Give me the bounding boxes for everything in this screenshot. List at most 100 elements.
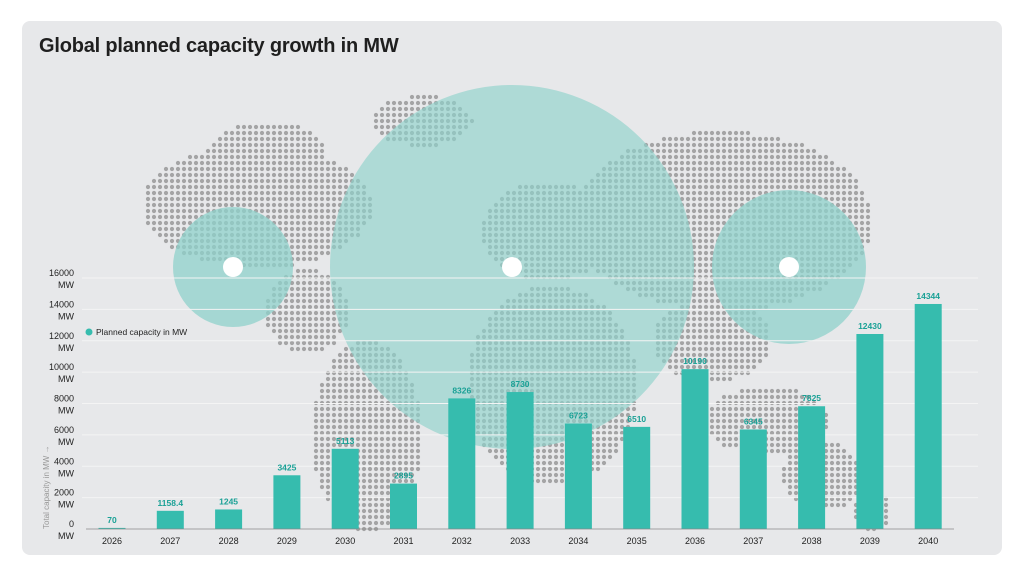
map-dot [403, 106, 409, 112]
map-dot [229, 130, 235, 136]
map-dot [733, 160, 739, 166]
map-dot [217, 172, 223, 178]
map-dot [151, 184, 157, 190]
map-dot [757, 184, 763, 190]
map-dot [805, 172, 811, 178]
map-dot [733, 436, 739, 442]
map-dot [241, 172, 247, 178]
map-dot [343, 406, 349, 412]
map-dot [367, 502, 373, 508]
map-dot [379, 106, 385, 112]
map-dot [709, 304, 715, 310]
map-dot [277, 340, 283, 346]
map-dot [781, 142, 787, 148]
map-dot [709, 286, 715, 292]
map-dot [319, 448, 325, 454]
map-dot [709, 406, 715, 412]
map-dot [217, 166, 223, 172]
y-tick-label: 8000 [54, 394, 74, 404]
map-dot [691, 154, 697, 160]
map-dot [283, 208, 289, 214]
map-dot [289, 322, 295, 328]
map-dot [193, 184, 199, 190]
map-dot [835, 184, 841, 190]
map-dot [607, 436, 613, 442]
map-dot [697, 322, 703, 328]
map-dot [817, 172, 823, 178]
map-dot [199, 166, 205, 172]
map-dot [391, 460, 397, 466]
map-dot [601, 448, 607, 454]
map-dot [703, 316, 709, 322]
map-dot [727, 322, 733, 328]
map-dot [313, 178, 319, 184]
map-dot [847, 466, 853, 472]
map-dot [781, 406, 787, 412]
map-dot [169, 172, 175, 178]
map-dot [391, 112, 397, 118]
map-dot [343, 352, 349, 358]
map-dot [865, 220, 871, 226]
map-dot [793, 484, 799, 490]
map-dot [715, 310, 721, 316]
map-dot [265, 316, 271, 322]
map-dot [301, 172, 307, 178]
map-dot [733, 406, 739, 412]
map-dot [283, 310, 289, 316]
map-dot [289, 304, 295, 310]
map-dot [301, 130, 307, 136]
north-america-marker [223, 257, 243, 277]
map-dot [685, 148, 691, 154]
map-dot [271, 136, 277, 142]
map-dot [739, 178, 745, 184]
map-dot [325, 184, 331, 190]
map-dot [319, 394, 325, 400]
map-dot [685, 340, 691, 346]
map-dot [715, 160, 721, 166]
map-dot [319, 142, 325, 148]
map-dot [391, 418, 397, 424]
map-dot [313, 214, 319, 220]
map-dot [319, 466, 325, 472]
map-dot [787, 406, 793, 412]
map-dot [379, 520, 385, 526]
map-dot [265, 208, 271, 214]
map-dot [409, 424, 415, 430]
map-dot [379, 442, 385, 448]
map-dot [163, 238, 169, 244]
map-dot [715, 178, 721, 184]
map-dot [727, 424, 733, 430]
y-axis-ticks: 0MW2000MW4000MW6000MW8000MW10000MW12000M… [49, 268, 75, 541]
map-dot [727, 178, 733, 184]
map-dot [271, 124, 277, 130]
map-dot [355, 388, 361, 394]
map-dot [331, 412, 337, 418]
map-dot [691, 214, 697, 220]
map-dot [157, 226, 163, 232]
map-dot [721, 310, 727, 316]
map-dot [709, 244, 715, 250]
legend-swatch [85, 328, 93, 336]
map-dot [847, 490, 853, 496]
map-dot [379, 436, 385, 442]
map-dot [367, 424, 373, 430]
map-dot [721, 436, 727, 442]
map-dot [343, 346, 349, 352]
map-dot [715, 172, 721, 178]
map-dot [157, 220, 163, 226]
map-dot [295, 244, 301, 250]
map-dot [277, 310, 283, 316]
map-dot [313, 220, 319, 226]
map-dot [361, 502, 367, 508]
map-dot [187, 160, 193, 166]
x-tick-label: 2040 [918, 536, 938, 546]
map-dot [157, 184, 163, 190]
map-dot [163, 190, 169, 196]
map-dot [367, 418, 373, 424]
map-dot [307, 178, 313, 184]
map-dot [313, 406, 319, 412]
value-label-2039: 12430 [858, 321, 882, 331]
map-dot [289, 154, 295, 160]
map-dot [409, 454, 415, 460]
map-dot [181, 184, 187, 190]
